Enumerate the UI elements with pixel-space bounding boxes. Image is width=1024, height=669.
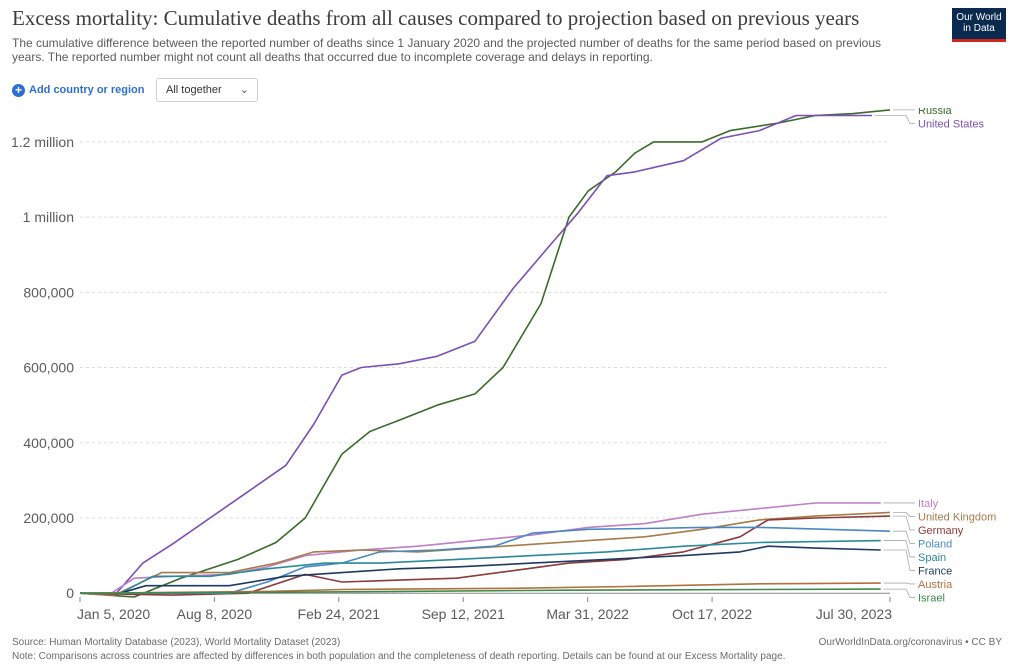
series-end-label: Spain bbox=[918, 552, 946, 564]
y-tick-label: 600,000 bbox=[23, 360, 74, 376]
add-country-label: Add country or region bbox=[29, 84, 145, 96]
series-line-spain bbox=[80, 539, 881, 594]
y-tick-label: 200,000 bbox=[23, 510, 74, 526]
series-end-label: Israel bbox=[918, 592, 945, 604]
credit-link[interactable]: OurWorldInData.org/coronavirus • CC BY bbox=[818, 637, 1002, 648]
x-tick-label: Jul 30, 2023 bbox=[816, 606, 892, 622]
facet-select[interactable]: All together ⌄ bbox=[156, 78, 258, 102]
series-line-united-states bbox=[79, 114, 872, 596]
x-tick-label: Oct 17, 2022 bbox=[672, 606, 752, 622]
series-line-poland bbox=[80, 526, 891, 594]
facet-select-value: All together bbox=[166, 84, 222, 96]
y-tick-label: 400,000 bbox=[23, 435, 74, 451]
series-end-label: Germany bbox=[918, 525, 964, 537]
x-tick-label: Sep 12, 2021 bbox=[422, 606, 506, 622]
logo-line-2: in Data bbox=[963, 23, 995, 34]
chart-subtitle: The cumulative difference between the re… bbox=[12, 36, 881, 64]
plus-icon: + bbox=[12, 83, 25, 97]
series-line-israel bbox=[79, 588, 881, 594]
series-line-russia bbox=[79, 109, 891, 598]
logo-line-1: Our World bbox=[956, 12, 1002, 23]
y-tick-label: 0 bbox=[66, 585, 74, 601]
series-line-france bbox=[80, 545, 881, 594]
y-tick-label: 1 million bbox=[23, 209, 74, 225]
series-line-germany bbox=[79, 515, 891, 596]
label-connector bbox=[883, 540, 915, 558]
series-end-label: United Kingdom bbox=[918, 511, 996, 523]
series-end-label: Russia bbox=[918, 108, 953, 117]
series-end-label: France bbox=[918, 565, 952, 577]
chart-title: Excess mortality: Cumulative deaths from… bbox=[12, 6, 860, 30]
label-connector bbox=[883, 588, 915, 598]
chart-controls: + Add country or region All together ⌄ bbox=[12, 78, 258, 102]
label-connector bbox=[883, 549, 915, 571]
y-tick-label: 1.2 million bbox=[11, 134, 74, 150]
y-tick-label: 800,000 bbox=[23, 284, 74, 300]
series-end-label: United States bbox=[918, 118, 985, 130]
x-tick-label: Aug 8, 2020 bbox=[177, 606, 253, 622]
label-connector bbox=[883, 582, 915, 585]
owid-logo[interactable]: Our World in Data bbox=[952, 8, 1006, 42]
series-line-italy bbox=[79, 502, 881, 596]
label-connector bbox=[893, 515, 915, 531]
x-tick-label: Feb 24, 2021 bbox=[298, 606, 381, 622]
label-connector bbox=[893, 511, 915, 517]
series-end-label: Italy bbox=[918, 498, 939, 510]
line-chart: 0 200,000 400,000 600,000 800,000 1 million 1.… bbox=[11, 108, 996, 622]
source-note: Source: Human Mortality Database (2023),… bbox=[12, 637, 341, 648]
series-line-austria bbox=[79, 582, 881, 594]
series-end-label: Poland bbox=[918, 538, 952, 550]
series-end-label: Austria bbox=[918, 579, 953, 591]
label-connector bbox=[874, 115, 915, 124]
add-country-button[interactable]: + Add country or region bbox=[12, 83, 145, 97]
footnote: Note: Comparisons across countries are a… bbox=[12, 651, 786, 662]
chevron-down-icon: ⌄ bbox=[239, 84, 249, 96]
x-tick-label: Mar 31, 2022 bbox=[546, 606, 629, 622]
label-connector bbox=[893, 530, 915, 544]
x-tick-label: Jan 5, 2020 bbox=[77, 606, 150, 622]
